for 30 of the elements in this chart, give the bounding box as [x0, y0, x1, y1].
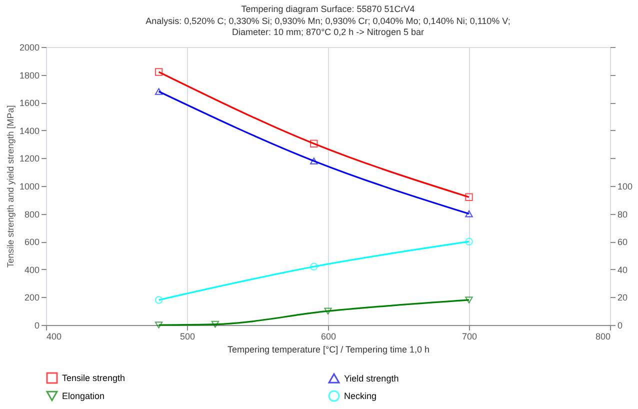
y-tick-label: 400	[24, 264, 40, 275]
legend-label: Yield strength	[344, 373, 399, 384]
legend-label: Tensile strength	[62, 373, 126, 383]
y2-tick-label: 0	[618, 320, 623, 330]
y2-tick-label: 60	[618, 237, 628, 248]
x-tick-label: 800	[595, 332, 610, 342]
legend-label: Elongation	[62, 391, 105, 401]
y-axis-title: Tensile strength and yield strength [MPa]	[5, 105, 16, 268]
x-axis-title: Tempering temperature [°C] / Tempering time 1,0 h	[227, 344, 430, 354]
y-tick-label: 1800	[19, 70, 40, 80]
y-tick-label: 0	[34, 320, 40, 330]
y-tick-label: 1600	[19, 98, 40, 108]
chart-title: Tempering diagram Surface: 55870 51CrV4	[241, 4, 415, 14]
y-tick-label: 1200	[19, 154, 40, 164]
y2-tick-label: 40	[618, 264, 628, 275]
y2-tick-label: 80	[618, 209, 628, 220]
y-tick-label: 800	[24, 209, 40, 220]
x-tick-label: 600	[320, 332, 336, 342]
y-tick-label: 1400	[19, 126, 40, 136]
y-tick-label: 600	[24, 237, 40, 248]
x-tick-label: 400	[46, 332, 62, 342]
y2-tick-label: 20	[618, 292, 628, 303]
y-tick-label: 2000	[19, 42, 40, 52]
y-tick-label: 1000	[19, 182, 40, 192]
y-tick-label: 200	[24, 292, 40, 303]
x-tick-label: 700	[462, 332, 478, 342]
chart-subtitle: Analysis: 0,520% C; 0,330% Si; 0,930% Mn; 0,930% Cr; 0,040% Mo; 0,140% Ni; 0,110% V; Diameter: 10 mm; 870°C 0,2 h -> Nitrogen 5 bar	[146, 16, 510, 37]
x-tick-label: 500	[180, 332, 196, 342]
y2-tick-label: 100	[618, 182, 633, 192]
legend-label: Necking	[344, 391, 377, 401]
